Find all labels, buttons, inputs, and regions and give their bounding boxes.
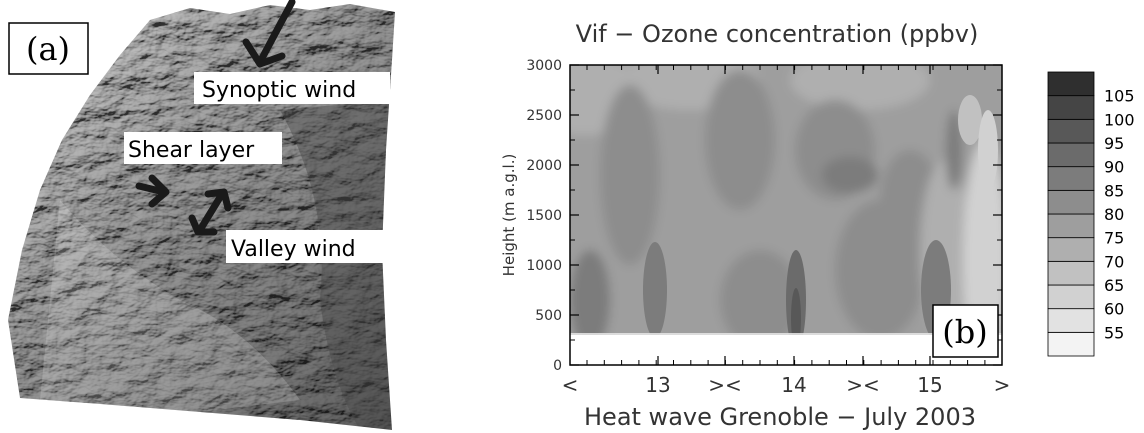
ozone-chart: Vif − Ozone concentration (ppbv) 0 500 100… xyxy=(500,20,1135,431)
y-tick-label: 1000 xyxy=(526,258,562,274)
colorbar-label: 90 xyxy=(1104,158,1124,177)
svg-text:(a): (a) xyxy=(26,30,70,68)
colorbar: 55 60 65 70 75 80 85 90 95 100 105 xyxy=(1047,71,1135,357)
y-tick-label: 3000 xyxy=(526,58,562,74)
x-tick-label: > xyxy=(994,373,1011,397)
svg-text:(b): (b) xyxy=(942,313,987,351)
shear-layer-label: Shear layer xyxy=(128,138,255,163)
valley-wind-arrow xyxy=(188,188,232,236)
terrain-panel: (a) Synoptic wind Shear layer Valley win… xyxy=(8,0,395,430)
shear-layer-arrow xyxy=(135,174,170,208)
colorbar-label: 80 xyxy=(1104,205,1124,224)
colorbar-label: 95 xyxy=(1104,134,1124,153)
y-axis: 0 500 1000 1500 2000 2500 3000 xyxy=(526,58,1002,374)
synoptic-wind-label: Synoptic wind xyxy=(202,78,356,103)
x-tick-label: < xyxy=(562,373,579,397)
y-axis-label: Height (m a.g.l.) xyxy=(500,154,518,277)
shear-layer-label-bg xyxy=(124,132,282,164)
colorbar-label: 70 xyxy=(1104,252,1124,271)
y-tick-label: 500 xyxy=(535,308,562,324)
colorbar-label: 105 xyxy=(1104,87,1135,106)
synoptic-wind-arrow xyxy=(242,0,296,68)
synoptic-wind-label-bg xyxy=(194,72,390,104)
x-tick-label: >< xyxy=(846,373,880,397)
colorbar-swatch xyxy=(1047,95,1095,120)
colorbar-swatch xyxy=(1047,71,1095,97)
valley-wind-label: Valley wind xyxy=(231,237,356,262)
colorbar-label: 75 xyxy=(1104,229,1124,248)
valley-wind-label-bg xyxy=(226,230,386,263)
panel-b-label: (b) xyxy=(932,304,999,358)
colorbar-label: 55 xyxy=(1104,323,1124,342)
heatmap-field xyxy=(570,65,1002,365)
y-tick-label: 2500 xyxy=(526,108,562,124)
colorbar-swatch xyxy=(1047,189,1095,215)
colorbar-swatch xyxy=(1047,118,1095,144)
x-tick-label: 13 xyxy=(645,373,670,397)
colorbar-label: 100 xyxy=(1104,110,1135,129)
colorbar-swatch xyxy=(1047,308,1095,333)
colorbar-swatch xyxy=(1047,237,1095,262)
y-tick-label: 0 xyxy=(553,358,562,374)
chart-title: Vif − Ozone concentration (ppbv) xyxy=(576,20,979,48)
y-tick-label: 2000 xyxy=(526,158,562,174)
colorbar-label: 65 xyxy=(1104,276,1124,295)
colorbar-swatch xyxy=(1047,166,1095,191)
x-tick-label: >< xyxy=(708,373,742,397)
colorbar-swatch xyxy=(1047,284,1095,310)
colorbar-swatch xyxy=(1047,331,1095,357)
x-axis-label: Heat wave Grenoble − July 2003 xyxy=(584,403,976,431)
x-tick-label: 15 xyxy=(917,373,942,397)
colorbar-label: 60 xyxy=(1104,300,1124,319)
panel-a-label: (a) xyxy=(8,22,89,75)
colorbar-swatch xyxy=(1047,213,1095,239)
x-axis: <13 >< 14 >< 15 > xyxy=(562,65,1011,397)
y-tick-label: 1500 xyxy=(526,208,562,224)
x-tick-label: 14 xyxy=(781,373,806,397)
colorbar-label: 85 xyxy=(1104,181,1124,200)
colorbar-swatch xyxy=(1047,260,1095,286)
colorbar-swatch xyxy=(1047,142,1095,168)
